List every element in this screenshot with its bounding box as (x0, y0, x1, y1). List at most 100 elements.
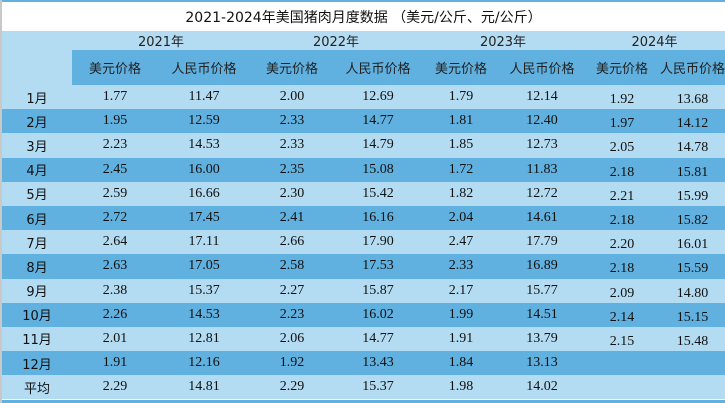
cny-price-cell: 12.69 (334, 85, 422, 110)
cny-price-cell: 17.45 (158, 205, 250, 231)
usd-price-cell: 2.35 (250, 157, 334, 182)
usd-price-cell: 2.33 (250, 133, 334, 158)
cny-price-cell: 14.02 (500, 375, 584, 400)
cny-price-cell: 14.53 (158, 302, 250, 327)
cny-price-cell: 15.82 (660, 205, 725, 231)
usd-price-cell: 2.27 (250, 278, 334, 303)
usd-price-cell: 2.04 (422, 205, 500, 231)
table-title: 2021-2024年美国猪肉月度数据 （美元/公斤、元/公斤） (2, 0, 725, 31)
cny-price-cell: 13.43 (334, 351, 422, 376)
cny-price-cell: 14.78 (660, 133, 725, 158)
cny-price-cell: 17.11 (158, 230, 250, 255)
cny-price-cell: 14.81 (158, 375, 250, 400)
table-row: 2月 1.95 12.59 2.33 14.77 1.81 12.40 1.97 14.12 (2, 109, 725, 134)
cny-price-cell: 17.53 (334, 254, 422, 279)
cny-price-cell: 13.68 (660, 85, 725, 110)
usd-price-cell: 2.64 (72, 230, 158, 255)
cny-price-cell (660, 351, 725, 376)
usd-price-cell: 2.01 (72, 326, 158, 352)
cny-price-header: 人民币价格 (500, 50, 584, 85)
cny-price-cell: 17.05 (158, 254, 250, 279)
table-row: 5月 2.59 16.66 2.30 15.42 1.82 12.72 2.21 15.99 (2, 181, 725, 206)
row-label: 12月 (2, 351, 72, 376)
usd-price-cell: 2.29 (250, 375, 334, 400)
usd-price-cell: 2.18 (584, 254, 660, 279)
row-label: 4月 (2, 157, 72, 182)
table-row: 6月 2.72 17.45 2.41 16.16 2.04 14.61 2.18 15.82 (2, 205, 725, 231)
cny-price-cell: 12.40 (500, 109, 584, 134)
usd-price-cell: 2.21 (584, 181, 660, 206)
cny-price-cell: 12.14 (500, 85, 584, 110)
usd-price-cell: 2.45 (72, 157, 158, 182)
row-label: 平均 (2, 375, 72, 400)
usd-price-cell: 1.97 (584, 109, 660, 134)
year-header: 2024年 (584, 31, 725, 50)
usd-price-cell: 2.00 (250, 85, 334, 110)
usd-price-cell: 1.79 (422, 85, 500, 110)
cny-price-cell: 16.00 (158, 157, 250, 182)
usd-price-cell: 1.98 (422, 375, 500, 400)
corner-cell (2, 31, 72, 50)
table-row: 8月 2.63 17.05 2.58 17.53 2.33 16.89 2.18 15.59 (2, 254, 725, 279)
cny-price-cell: 16.02 (334, 302, 422, 327)
usd-price-cell: 2.26 (72, 302, 158, 327)
usd-price-cell: 2.41 (250, 205, 334, 231)
cny-price-cell: 11.47 (158, 85, 250, 110)
usd-price-cell: 1.92 (584, 85, 660, 110)
usd-price-cell: 2.23 (250, 302, 334, 327)
table-row: 12月 1.91 12.16 1.92 13.43 1.84 13.13 (2, 351, 725, 376)
row-label: 2月 (2, 109, 72, 134)
bottom-border (2, 400, 725, 403)
usd-price-cell: 1.99 (422, 302, 500, 327)
cny-price-cell: 17.79 (500, 230, 584, 255)
cny-price-cell: 14.77 (334, 326, 422, 352)
usd-price-cell: 1.72 (422, 157, 500, 182)
cny-price-cell: 14.61 (500, 205, 584, 231)
usd-price-cell (584, 351, 660, 376)
cny-price-cell: 16.01 (660, 230, 725, 255)
cny-price-cell: 15.81 (660, 157, 725, 182)
usd-price-cell: 1.84 (422, 351, 500, 376)
table-row: 9月 2.38 15.37 2.27 15.87 2.17 15.77 2.09 14.80 (2, 278, 725, 303)
cny-price-cell: 15.42 (334, 181, 422, 206)
usd-price-cell: 2.09 (584, 278, 660, 303)
usd-price-cell: 2.14 (584, 302, 660, 327)
year-header: 2022年 (250, 31, 422, 50)
row-label: 3月 (2, 133, 72, 158)
usd-price-cell: 2.17 (422, 278, 500, 303)
table-row: 4月 2.45 16.00 2.35 15.08 1.72 11.83 2.18 15.81 (2, 157, 725, 182)
cny-price-cell: 15.48 (660, 326, 725, 352)
cny-price-cell: 16.66 (158, 181, 250, 206)
cny-price-cell: 16.89 (500, 254, 584, 279)
table-row: 3月 2.23 14.53 2.33 14.79 1.85 12.73 2.05 14.78 (2, 133, 725, 158)
usd-price-cell: 2.33 (422, 254, 500, 279)
usd-price-cell: 2.18 (584, 205, 660, 231)
cny-price-cell (660, 375, 725, 400)
table-row: 11月 2.01 12.81 2.06 14.77 1.91 13.79 2.15 15.48 (2, 326, 725, 352)
cny-price-cell: 15.77 (500, 278, 584, 303)
year-header: 2021年 (72, 31, 250, 50)
row-label: 9月 (2, 278, 72, 303)
usd-price-header: 美元价格 (584, 50, 660, 85)
usd-price-cell: 2.66 (250, 230, 334, 255)
cny-price-cell: 15.59 (660, 254, 725, 279)
row-label: 1月 (2, 85, 72, 110)
cny-price-header: 人民币价格 (158, 50, 250, 85)
usd-price-cell: 2.33 (250, 109, 334, 134)
row-label: 11月 (2, 326, 72, 352)
cny-price-cell: 14.77 (334, 109, 422, 134)
usd-price-cell: 2.05 (584, 133, 660, 158)
usd-price-cell: 1.91 (72, 351, 158, 376)
usd-price-cell: 1.91 (422, 326, 500, 352)
cny-price-header: 人民币价格 (660, 50, 725, 85)
usd-price-cell: 2.30 (250, 181, 334, 206)
usd-price-cell: 2.47 (422, 230, 500, 255)
corner-cell (2, 50, 72, 85)
cny-price-cell: 12.72 (500, 181, 584, 206)
usd-price-cell: 1.92 (250, 351, 334, 376)
table-row: 平均 2.29 14.81 2.29 15.37 1.98 14.02 (2, 375, 725, 400)
cny-price-cell: 14.12 (660, 109, 725, 134)
cny-price-cell: 12.73 (500, 133, 584, 158)
cny-price-cell: 11.83 (500, 157, 584, 182)
